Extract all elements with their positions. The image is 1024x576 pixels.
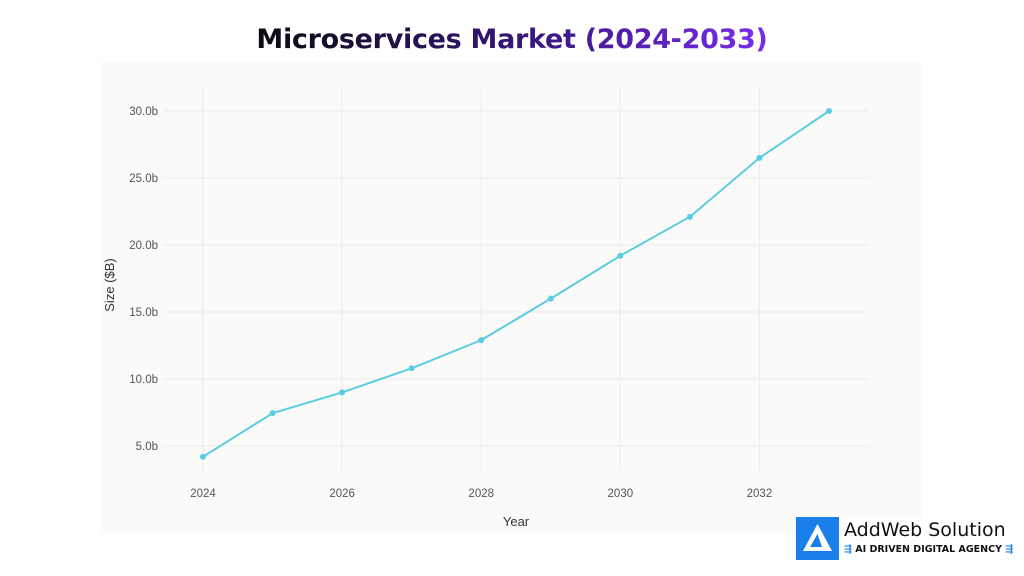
y-tick-label: 25.0b	[129, 173, 158, 185]
y-tick-label: 5.0b	[136, 441, 158, 453]
data-point	[547, 295, 554, 302]
data-point	[617, 252, 624, 259]
grid	[163, 88, 869, 470]
data-point	[478, 337, 485, 344]
data-point	[200, 453, 206, 460]
x-tick-label: 2032	[747, 488, 773, 500]
y-tick-label: 30.0b	[129, 106, 158, 118]
y-axis-ticks: 5.0b 10.0b 15.0b 20.0b 25.0b 30.0b	[129, 106, 158, 453]
x-tick-label: 2026	[329, 488, 355, 500]
x-axis-ticks: 2024 2026 2028 2030 2032	[190, 488, 772, 500]
data-point	[756, 154, 763, 161]
data-point	[269, 410, 276, 417]
logo-mark-icon	[796, 517, 839, 560]
y-tick-label: 15.0b	[129, 307, 158, 319]
data-point	[826, 108, 832, 114]
data-point	[339, 389, 346, 396]
data-point	[408, 365, 415, 372]
y-tick-label: 10.0b	[129, 374, 158, 386]
x-tick-label: 2028	[468, 488, 494, 500]
x-axis-label: Year	[503, 514, 530, 529]
y-axis-label: Size ($B)	[102, 258, 117, 311]
y-tick-label: 20.0b	[129, 240, 158, 252]
chart-title: Microservices Market (2024-2033)	[256, 24, 768, 55]
series-line-path	[202, 110, 830, 458]
series-line	[200, 108, 832, 460]
logo-tagline: ⇶ AI DRIVEN DIGITAL AGENCY ⇶	[844, 544, 1014, 555]
x-tick-label: 2030	[608, 488, 634, 500]
x-tick-label: 2024	[190, 488, 216, 500]
data-point	[686, 213, 693, 220]
logo-name: AddWeb Solution	[844, 519, 1006, 541]
company-logo: AddWeb Solution ⇶ AI DRIVEN DIGITAL AGEN…	[796, 517, 1014, 562]
